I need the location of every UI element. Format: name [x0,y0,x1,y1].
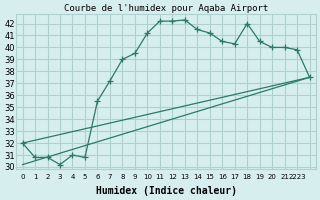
X-axis label: Humidex (Indice chaleur): Humidex (Indice chaleur) [96,186,236,196]
Title: Courbe de l'humidex pour Aqaba Airport: Courbe de l'humidex pour Aqaba Airport [64,4,268,13]
